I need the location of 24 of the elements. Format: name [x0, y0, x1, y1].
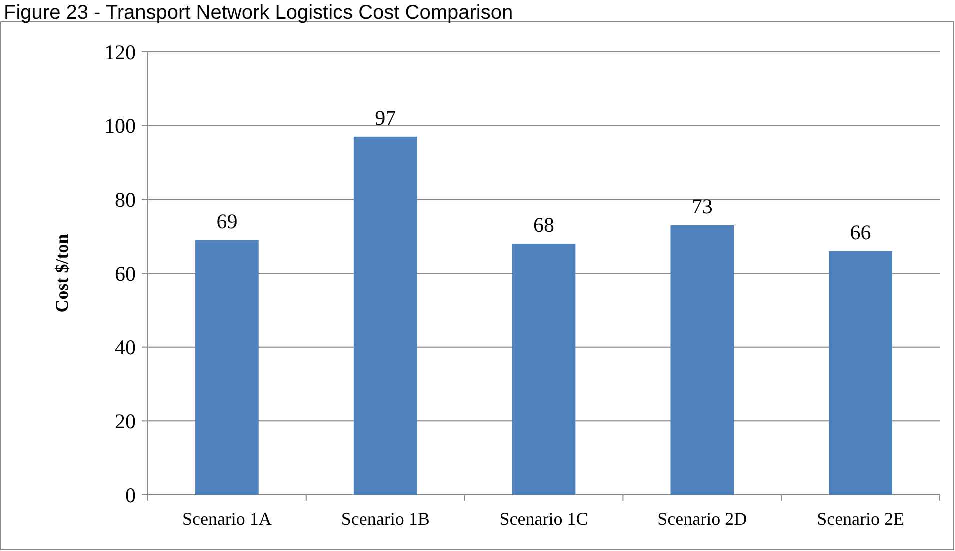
- y-tick-label: 100: [104, 114, 136, 138]
- x-tick-label: Scenario 2D: [658, 509, 748, 529]
- y-tick-label: 0: [126, 483, 136, 508]
- bar: [829, 251, 892, 495]
- y-tick-label: 120: [104, 40, 136, 64]
- y-axis-title: Cost $/ton: [52, 234, 72, 313]
- bar: [354, 136, 418, 495]
- x-tick-label: Scenario 1A: [182, 509, 272, 529]
- y-tick-label: 40: [115, 336, 136, 360]
- y-tick-label: 80: [115, 188, 136, 212]
- bar: [512, 244, 576, 495]
- bar: [196, 240, 259, 495]
- bar: [670, 226, 734, 495]
- x-tick-label: Scenario 1B: [341, 509, 430, 529]
- data-label: 68: [534, 212, 554, 237]
- y-tick-label: 60: [115, 262, 136, 286]
- y-tick-label: 20: [115, 410, 136, 434]
- x-tick-label: Scenario 2E: [817, 509, 905, 529]
- data-label: 66: [850, 220, 872, 244]
- data-label: 69: [216, 209, 238, 234]
- chart-title: Figure 23 - Transport Network Logistics Cost Comparison: [4, 2, 514, 24]
- x-tick-label: Scenario 1C: [500, 509, 588, 529]
- data-label: 97: [375, 106, 396, 130]
- data-label: 73: [692, 194, 713, 219]
